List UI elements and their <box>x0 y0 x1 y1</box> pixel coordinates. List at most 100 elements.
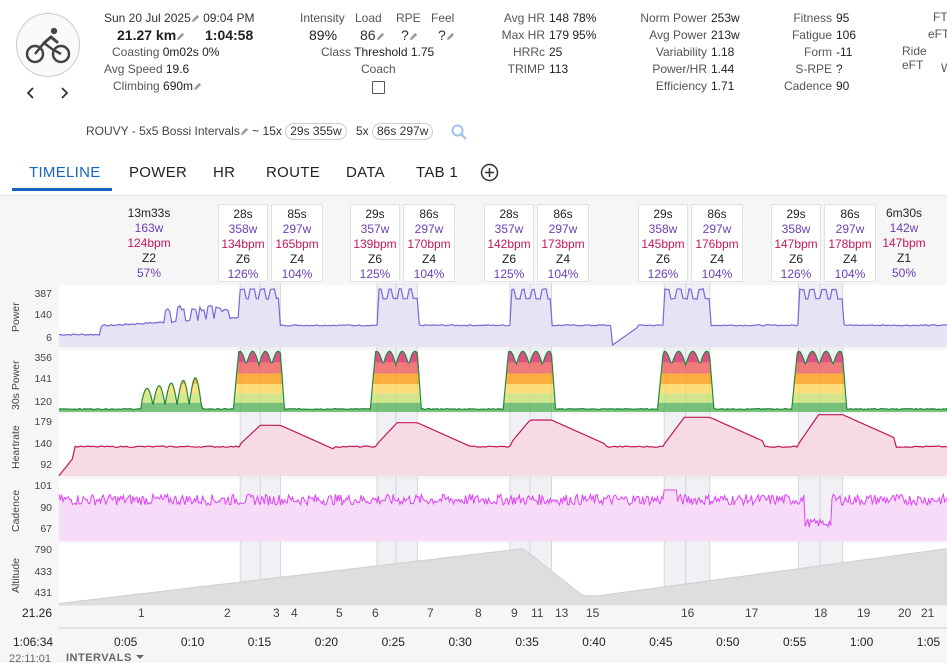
previous-activity-button[interactable] <box>24 86 38 104</box>
intervals-dropdown[interactable]: INTERVALS <box>66 652 145 664</box>
tab-power[interactable]: POWER <box>129 164 188 181</box>
pencil-icon <box>376 32 384 40</box>
interval-bpm: 139bpm <box>353 237 397 251</box>
time-text: 09:04 PM <box>203 11 255 25</box>
distance-readout: 21.26 <box>22 606 53 620</box>
interval-w: 297w <box>282 222 312 236</box>
tab-route[interactable]: ROUTE <box>266 164 320 181</box>
lap-number[interactable]: 9 <box>511 606 518 620</box>
timeline-chart-svg[interactable] <box>0 196 947 663</box>
lap-number[interactable]: 2 <box>224 606 231 620</box>
interval-dur: 85s <box>287 207 307 221</box>
tab-tab1[interactable]: TAB 1 <box>416 164 459 181</box>
interval-w: 358w <box>781 222 811 236</box>
interval-summary-box[interactable]: 86s 297w 178bpm Z4 104% <box>824 204 876 282</box>
lap-number[interactable]: 4 <box>291 606 298 620</box>
lap-number[interactable]: 8 <box>475 606 482 620</box>
lap-number[interactable]: 18 <box>814 606 828 620</box>
interval-pct: 104% <box>547 267 579 281</box>
interval-zone: Z6 <box>367 252 382 266</box>
x-axis-tick: 0:15 <box>247 635 272 649</box>
interval-dur: 86s <box>419 207 439 221</box>
hr-y-tick: 92 <box>40 459 52 471</box>
next-activity-button[interactable] <box>57 86 71 104</box>
active-tab-indicator <box>12 188 112 191</box>
interval-w: 142w <box>889 221 919 235</box>
interval-summary-box[interactable]: 29s 357w 139bpm Z6 125% <box>350 204 400 282</box>
lap-number[interactable]: 11 <box>531 606 544 620</box>
tab-timeline[interactable]: TIMELINE <box>29 164 101 181</box>
search-icon[interactable] <box>451 124 467 140</box>
interval-summary-box[interactable]: 6m30s 142w 147bpm Z1 50% <box>880 204 928 282</box>
hr-labels: Avg HR Max HR HRRc TRIMP <box>497 10 545 78</box>
fitness-values: 95 106 -11 ? 90 <box>836 10 856 95</box>
climbing-row[interactable]: Climbing 690m <box>113 79 202 93</box>
interval-dur: 86s <box>553 207 573 221</box>
interval-summary-box[interactable]: 29s 358w 147bpm Z6 126% <box>771 204 821 282</box>
load-value[interactable]: 86 <box>360 27 385 43</box>
pencil-icon <box>191 15 199 23</box>
ftp-label: FT <box>933 10 947 24</box>
workout-name[interactable]: ROUVY - 5x5 Bossi Intervals <box>86 124 240 138</box>
distance-value[interactable]: 21.27 km <box>117 27 185 43</box>
interval-dur: 86s <box>707 207 727 221</box>
coach-checkbox[interactable] <box>372 81 385 94</box>
tab-hr[interactable]: HR <box>213 164 236 181</box>
lap-number[interactable]: 19 <box>857 606 871 620</box>
lap-number[interactable]: 1 <box>138 606 145 620</box>
interval-summary-box[interactable]: 28s 357w 142bpm Z6 125% <box>484 204 534 282</box>
set2-chip[interactable]: 86s 297w <box>372 123 434 140</box>
interval-summary-box[interactable]: 85s 297w 165bpm Z4 104% <box>271 204 323 282</box>
tab-data[interactable]: DATA <box>346 164 385 181</box>
power-y-tick: 140 <box>34 309 52 321</box>
cadence-line <box>58 489 947 528</box>
interval-dur: 29s <box>786 207 806 221</box>
efficiency-label: Efficiency <box>655 79 707 93</box>
altitude-y-tick: 433 <box>34 566 52 578</box>
interval-summary-box[interactable]: 28s 358w 134bpm Z6 126% <box>218 204 268 282</box>
chevron-down-icon <box>136 655 145 659</box>
add-tab-button[interactable] <box>480 163 499 185</box>
interval-zone: Z4 <box>709 252 724 266</box>
cadence-axis-title: Cadence <box>10 489 22 532</box>
activity-date[interactable]: Sun 20 Jul 2025 09:04 PM <box>104 11 254 25</box>
coasting-value: 0m02s 0% <box>162 45 220 59</box>
interval-zone: Z6 <box>235 252 250 266</box>
activity-type-avatar[interactable] <box>16 13 80 77</box>
cadence-value: 90 <box>836 79 850 93</box>
interval-summary-box[interactable]: 86s 297w 173bpm Z4 104% <box>537 204 589 282</box>
interval-pct: 126% <box>227 267 259 281</box>
lap-number[interactable]: 16 <box>681 606 695 620</box>
interval-summary-box[interactable]: 13m33s 163w 124bpm Z2 57% <box>60 204 238 282</box>
interval-summary-box[interactable]: 86s 297w 176bpm Z4 104% <box>691 204 743 282</box>
hr-y-tick: 140 <box>34 438 52 450</box>
altitude-area <box>59 548 947 605</box>
set1-chip[interactable]: 29s 355w <box>285 123 347 140</box>
interval-w: 357w <box>494 222 524 236</box>
lap-number[interactable]: 21 <box>921 606 935 620</box>
x-axis-tick: 0:50 <box>716 635 740 649</box>
rpe-value[interactable]: ? <box>401 27 418 43</box>
interval-w: 297w <box>702 222 732 236</box>
load-label: Load <box>355 11 382 25</box>
lap-number[interactable]: 13 <box>555 606 569 620</box>
rpe-label: RPE <box>396 11 421 25</box>
interval-summary-box[interactable]: 29s 358w 145bpm Z6 126% <box>638 204 688 282</box>
hrrc-value: 25 <box>549 45 563 59</box>
lap-number[interactable]: 20 <box>898 606 912 620</box>
avg-hr-label: Avg HR <box>503 11 545 25</box>
avg-power-value: 213w <box>711 28 740 42</box>
cadence-label: Cadence <box>783 79 832 93</box>
feel-value[interactable]: ? <box>438 27 455 43</box>
fatigue-value: 106 <box>836 28 857 42</box>
lap-number[interactable]: 7 <box>427 606 434 620</box>
lap-number[interactable]: 3 <box>273 606 280 620</box>
interval-w: 297w <box>548 222 578 236</box>
lap-number[interactable]: 15 <box>586 606 600 620</box>
interval-summary-box[interactable]: 86s 297w 170bpm Z4 104% <box>403 204 455 282</box>
avg-hr-value: 148 78% <box>549 11 597 25</box>
interval-bpm: 142bpm <box>487 237 531 251</box>
lap-number[interactable]: 6 <box>372 606 379 620</box>
lap-number[interactable]: 17 <box>745 606 759 620</box>
lap-number[interactable]: 5 <box>336 606 343 620</box>
